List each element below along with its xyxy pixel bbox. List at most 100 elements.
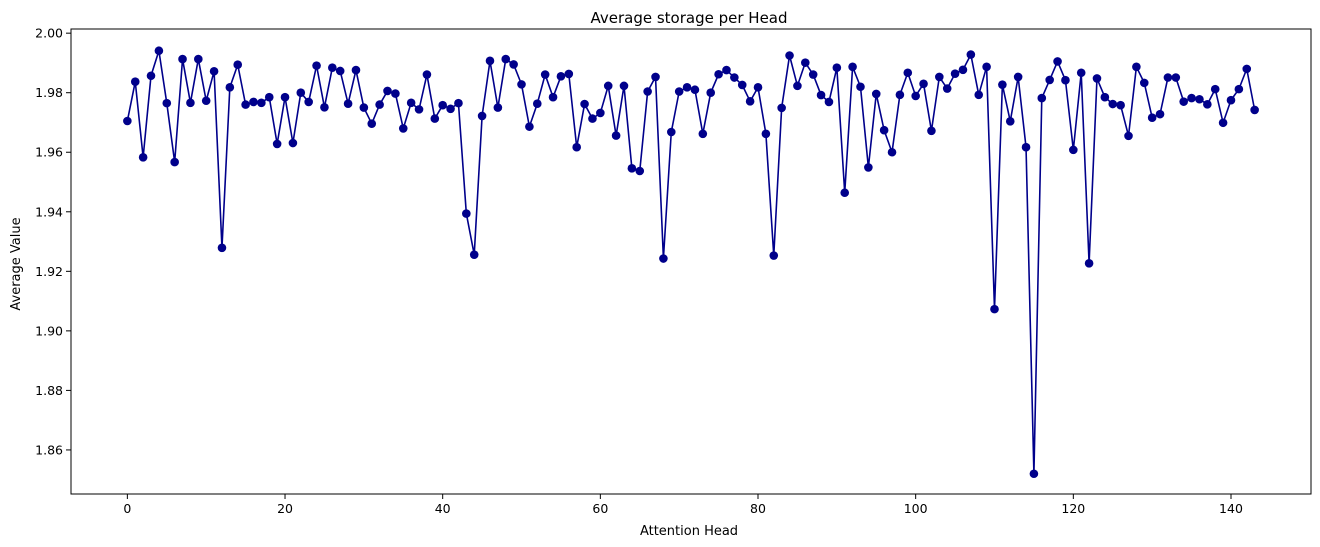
data-point — [808, 70, 818, 79]
data-point — [974, 90, 984, 100]
data-point — [556, 72, 566, 81]
data-point — [1037, 93, 1047, 103]
data-point — [493, 103, 503, 112]
data-point — [138, 153, 148, 162]
data-point — [304, 97, 313, 107]
data-point — [414, 105, 424, 114]
data-point — [1171, 73, 1181, 82]
data-point — [446, 104, 455, 114]
data-point — [359, 103, 369, 112]
data-point — [871, 89, 881, 99]
data-point — [1124, 131, 1133, 141]
data-point — [383, 86, 392, 96]
data-point — [714, 69, 723, 79]
y-tick-label: 1.92 — [35, 264, 63, 279]
data-point — [572, 142, 581, 152]
x-axis-label: Attention Head — [640, 524, 738, 539]
data-point — [351, 65, 361, 75]
data-point — [406, 98, 416, 108]
data-point — [532, 99, 542, 109]
data-point — [1132, 62, 1141, 72]
data-point — [272, 139, 282, 149]
data-point — [540, 70, 550, 79]
y-tick-label: 1.94 — [35, 204, 63, 219]
data-point — [438, 100, 447, 110]
data-point — [643, 87, 652, 96]
data-point — [430, 114, 440, 123]
data-point — [785, 51, 794, 60]
data-point — [1092, 74, 1102, 83]
data-point — [611, 131, 621, 140]
data-point — [548, 92, 558, 102]
y-tick-label: 1.88 — [35, 383, 63, 398]
data-point — [1139, 78, 1149, 88]
x-tick-label: 20 — [277, 501, 293, 516]
data-point — [730, 73, 739, 82]
data-point — [391, 89, 400, 98]
data-point — [162, 98, 172, 108]
data-point — [1218, 118, 1228, 128]
data-point — [777, 103, 786, 113]
data-point — [375, 100, 384, 109]
data-point — [840, 188, 850, 198]
data-point — [856, 82, 865, 92]
data-point — [801, 58, 810, 67]
data-point — [525, 122, 534, 131]
data-point — [1005, 116, 1015, 126]
y-tick-label: 1.90 — [35, 323, 63, 338]
data-point — [950, 69, 960, 78]
data-point — [911, 91, 920, 101]
data-point — [123, 116, 132, 126]
data-point — [903, 68, 913, 78]
data-point — [422, 70, 432, 79]
data-point — [942, 84, 952, 93]
data-point — [509, 60, 518, 69]
data-point — [343, 99, 353, 109]
data-point — [280, 92, 290, 102]
data-point — [682, 83, 692, 92]
data-point — [1203, 100, 1212, 109]
data-point — [1226, 95, 1236, 105]
x-tick-label: 120 — [1061, 501, 1085, 516]
data-point — [209, 66, 219, 76]
data-point — [722, 65, 731, 75]
data-point — [1013, 72, 1023, 82]
data-point — [1147, 113, 1157, 123]
data-point — [998, 80, 1007, 89]
data-point — [737, 80, 747, 90]
data-point — [462, 209, 471, 218]
data-point — [469, 250, 479, 259]
data-point — [264, 92, 274, 102]
data-point — [241, 100, 250, 109]
data-point — [477, 111, 487, 121]
data-point — [1116, 100, 1125, 110]
x-tick-label: 100 — [904, 501, 928, 516]
data-point — [824, 97, 834, 107]
data-point — [879, 125, 889, 135]
plot-area-frame — [70, 28, 1312, 495]
data-point — [745, 97, 755, 106]
data-point — [674, 87, 684, 96]
data-point — [170, 157, 179, 167]
x-tick-label: 0 — [123, 501, 131, 516]
data-point — [1250, 105, 1259, 115]
data-point — [146, 71, 156, 81]
data-point — [454, 98, 463, 108]
data-point — [312, 61, 321, 70]
data-point — [1179, 97, 1188, 106]
x-tick-label: 60 — [592, 501, 608, 516]
data-point — [619, 81, 629, 91]
data-point — [154, 46, 164, 56]
data-point — [1061, 75, 1070, 85]
y-tick-label: 1.86 — [35, 442, 63, 457]
data-point — [966, 50, 976, 59]
data-point — [588, 114, 597, 123]
chart-title: Average storage per Head — [590, 9, 787, 27]
data-point — [919, 79, 928, 89]
data-point — [887, 147, 897, 157]
data-point — [288, 138, 298, 148]
data-point — [769, 251, 779, 260]
data-point — [201, 96, 211, 106]
